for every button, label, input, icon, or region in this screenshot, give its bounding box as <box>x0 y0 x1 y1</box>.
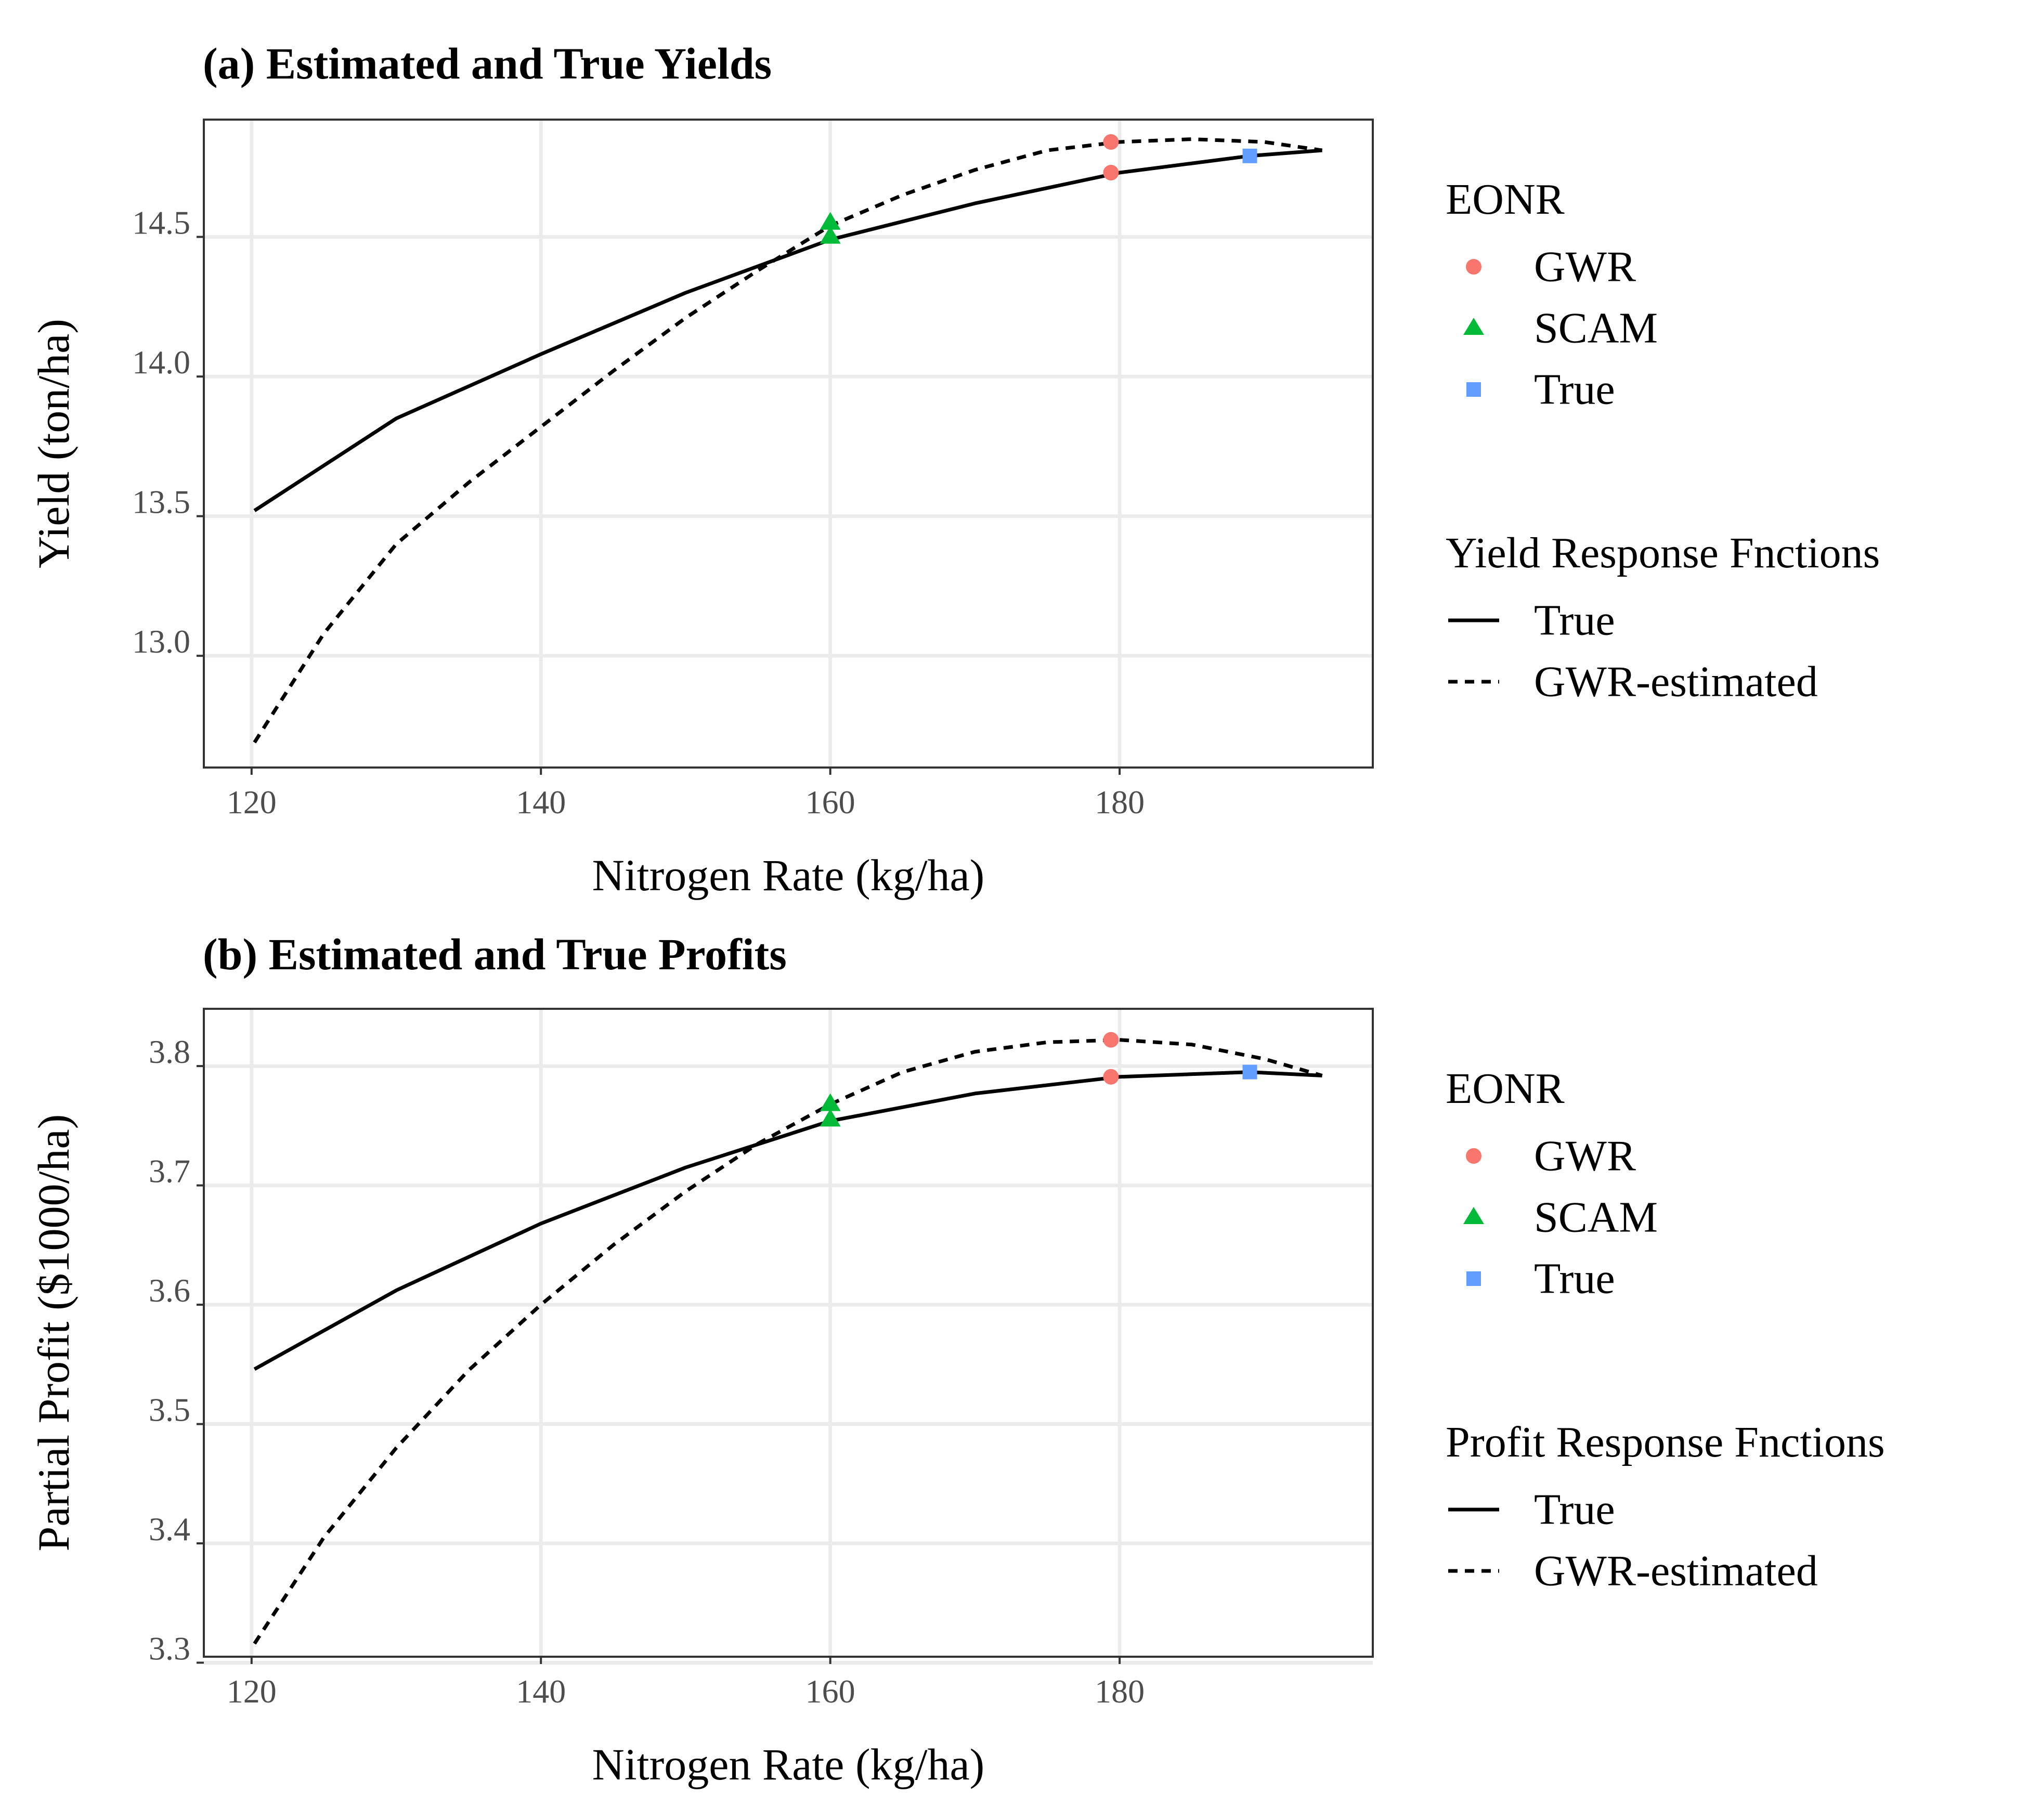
y-tick-label: 13.5 <box>132 484 190 521</box>
series-line-true <box>253 1070 1322 1371</box>
legend-label: GWR <box>1534 1132 1636 1180</box>
x-axis-title: Nitrogen Rate (kg/ha) <box>592 850 985 900</box>
triangle-icon <box>1463 318 1484 335</box>
y-tick-label: 3.8 <box>149 1033 190 1070</box>
legend-label: GWR <box>1534 242 1636 291</box>
eonr-point-true <box>1242 148 1257 163</box>
y-tick-label: 14.0 <box>132 344 190 381</box>
legend-item-gwr-curve: GWR-estimated <box>1446 651 1880 712</box>
square-icon <box>1466 382 1481 397</box>
legend-label: GWR-estimated <box>1534 657 1818 706</box>
legend-label: GWR-estimated <box>1534 1546 1818 1595</box>
eonr-point-scam <box>820 1109 841 1127</box>
y-tick-label: 14.5 <box>132 204 190 241</box>
panel-a-curve-legend: Yield Response Fnctions True GWR-estimat… <box>1446 528 1880 712</box>
plot-border <box>203 119 1374 769</box>
x-tick-label: 140 <box>516 784 566 821</box>
legend-label: SCAM <box>1534 304 1658 353</box>
legend-label: SCAM <box>1534 1193 1658 1242</box>
dashed-line-icon <box>1448 1569 1499 1573</box>
panel-b-title: (b) Estimated and True Profits <box>203 929 787 979</box>
legend-item-true: True <box>1446 359 1615 420</box>
eonr-point-gwr <box>1103 1032 1119 1048</box>
y-tick-label: 3.6 <box>149 1272 190 1309</box>
x-axis-title: Nitrogen Rate (kg/ha) <box>592 1739 985 1789</box>
square-icon <box>1466 1271 1481 1286</box>
legend-item-true-curve: True <box>1446 590 1880 651</box>
y-axis-title: Partial Profit ($1000/ha) <box>29 1114 79 1552</box>
legend-label: True <box>1534 1485 1615 1534</box>
solid-line-icon <box>1448 618 1499 622</box>
eonr-point-gwr <box>1103 165 1119 181</box>
plot-border <box>203 1008 1374 1658</box>
legend-item-true: True <box>1446 1248 1615 1309</box>
x-tick-label: 160 <box>805 1673 855 1710</box>
legend-item-gwr: GWR <box>1446 236 1636 297</box>
series-line-gwr-estimated <box>253 1038 1323 1645</box>
circle-icon <box>1466 1148 1481 1164</box>
legend-label: True <box>1534 1254 1615 1303</box>
x-tick-label: 120 <box>227 1673 277 1710</box>
y-tick-label: 3.4 <box>149 1511 190 1548</box>
x-tick-label: 160 <box>805 784 855 821</box>
x-tick-label: 120 <box>227 784 277 821</box>
panel-a-eonr-legend: EONR GWR SCAM True <box>1446 174 1658 420</box>
eonr-point-true <box>1242 1064 1257 1080</box>
panel-a-title: (a) Estimated and True Yields <box>203 38 772 88</box>
y-tick-label: 3.3 <box>149 1630 190 1667</box>
legend-title: EONR <box>1446 175 1565 224</box>
legend-title: EONR <box>1446 1064 1565 1113</box>
legend-title: Yield Response Fnctions <box>1446 529 1880 577</box>
x-tick-label: 180 <box>1095 1673 1145 1710</box>
legend-title: Profit Response Fnctions <box>1446 1418 1885 1466</box>
legend-item-gwr: GWR <box>1446 1125 1636 1187</box>
y-tick-label: 3.7 <box>149 1153 190 1190</box>
y-axis-title: Yield (ton/ha) <box>29 319 79 568</box>
eonr-point-scam <box>820 226 841 244</box>
legend-item-gwr-curve: GWR-estimated <box>1446 1540 1885 1602</box>
panel-b-eonr-legend: EONR GWR SCAM True <box>1446 1063 1658 1309</box>
solid-line-icon <box>1448 1507 1499 1512</box>
eonr-point-scam <box>820 1093 841 1111</box>
circle-icon <box>1466 259 1481 275</box>
legend-label: True <box>1534 596 1615 645</box>
y-tick-label: 13.0 <box>132 623 190 660</box>
profit-chart: 120 140 160 180 3.3 3.4 3.5 3.6 3.7 3.8 Nitrogen R… <box>29 1008 1374 1789</box>
eonr-point-scam <box>820 212 841 230</box>
x-tick-label: 180 <box>1095 784 1145 821</box>
x-tick-label: 140 <box>516 1673 566 1710</box>
legend-item-true-curve: True <box>1446 1479 1885 1540</box>
legend-item-scam: SCAM <box>1446 1187 1658 1248</box>
legend-label: True <box>1534 365 1615 414</box>
panel-b-curve-legend: Profit Response Fnctions True GWR-estima… <box>1446 1417 1885 1602</box>
yield-chart: 120 140 160 180 13.0 13.5 14.0 14.5 Nitrogen Rat… <box>29 119 1374 900</box>
legend-item-scam: SCAM <box>1446 297 1658 359</box>
y-tick-label: 3.5 <box>149 1392 190 1428</box>
eonr-point-gwr <box>1103 134 1119 150</box>
series-line-true <box>253 148 1322 512</box>
eonr-point-gwr <box>1103 1069 1119 1085</box>
series-line-gwr-estimated <box>253 137 1323 744</box>
triangle-icon <box>1463 1207 1484 1224</box>
dashed-line-icon <box>1448 680 1499 684</box>
